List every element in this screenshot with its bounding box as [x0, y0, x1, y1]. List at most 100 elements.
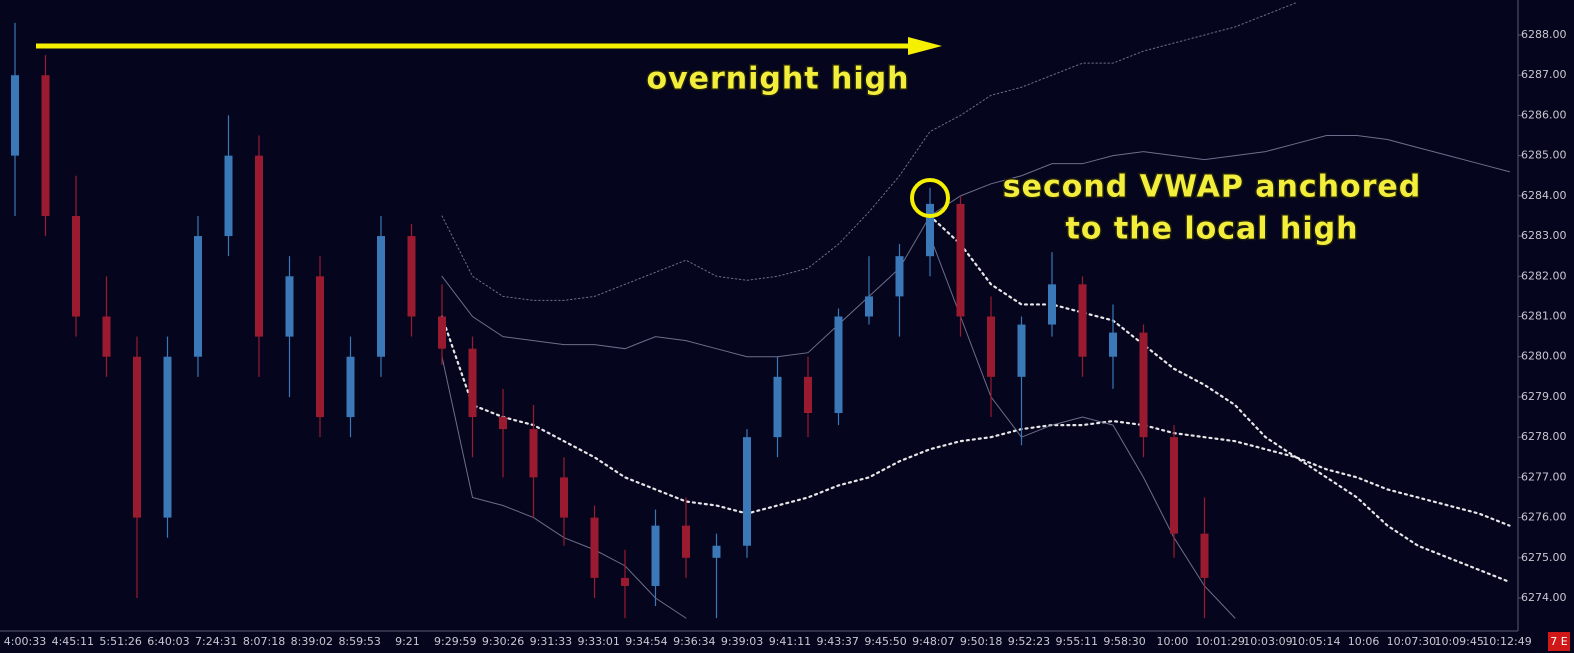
x-tick-label: 10:12:49 [1482, 635, 1531, 648]
candle-body [438, 316, 446, 349]
x-tick-label: 9:48:07 [912, 635, 954, 648]
y-tick-label: 6284.00 [1521, 189, 1567, 202]
x-tick-label: 9:52:23 [1008, 635, 1050, 648]
candle-body [926, 203, 934, 257]
candle-body [1078, 284, 1087, 357]
candle-body [1200, 533, 1209, 578]
y-tick-label: 6282.00 [1521, 269, 1567, 282]
corner-badge [1548, 632, 1570, 651]
x-tick-label: 9:45:50 [864, 635, 906, 648]
candle-body [682, 525, 690, 558]
candle-body [712, 545, 721, 558]
indicator-line [441, 135, 1510, 358]
candle-body [1139, 332, 1148, 438]
y-tick-label: 6286.00 [1521, 108, 1567, 121]
candle-body [377, 236, 385, 357]
x-tick-label: 10:03:09 [1243, 635, 1292, 648]
x-tick-label: 5:51:26 [99, 635, 141, 648]
candle-body [865, 296, 873, 317]
x-tick-label: 9:30:26 [482, 635, 524, 648]
x-tick-label: 9:43:37 [817, 635, 859, 648]
x-tick-label: 9:41:11 [769, 635, 811, 648]
candle-body [529, 429, 538, 478]
y-tick-label: 6285.00 [1521, 149, 1567, 162]
y-tick-label: 6274.00 [1521, 591, 1567, 604]
indicator-line [440, 315, 1511, 527]
x-tick-label: 8:39:02 [291, 635, 333, 648]
candle-body [41, 75, 50, 216]
x-tick-label: 10:05:14 [1291, 635, 1340, 648]
candle-body [651, 525, 660, 586]
candle-body [407, 236, 416, 317]
candle-body [1109, 332, 1117, 357]
y-tick-label: 6278.00 [1521, 430, 1567, 443]
x-tick-label: 9:29:59 [434, 635, 476, 648]
candle-body [590, 517, 599, 578]
arrow-head [908, 37, 942, 55]
y-tick-label: 6276.00 [1521, 511, 1567, 524]
candle-body [743, 437, 751, 546]
candle-body [1017, 324, 1026, 377]
indicator-line [929, 235, 1236, 619]
x-tick-label: 9:50:18 [960, 635, 1002, 648]
x-tick-label: 9:55:11 [1056, 635, 1098, 648]
candle-body [621, 577, 629, 586]
annotation: overnight high [646, 62, 909, 97]
x-tick-label: 4:45:11 [52, 635, 94, 648]
candle-body [194, 236, 202, 357]
x-tick-label: 6:40:03 [147, 635, 189, 648]
indicator-line [928, 214, 1511, 584]
plot [11, 2, 1511, 619]
candle-body [499, 417, 507, 430]
candle-body [316, 276, 324, 418]
candle-body [72, 215, 80, 317]
highlight-circle [910, 178, 950, 218]
candle-body [163, 356, 172, 518]
y-tick-label: 6277.00 [1521, 470, 1567, 483]
candle-body [560, 477, 568, 518]
candle-body [773, 376, 782, 438]
x-tick-label: 10:09:45 [1434, 635, 1483, 648]
candle-body [895, 256, 904, 297]
candle-body [956, 203, 965, 317]
candle-body [1170, 437, 1178, 534]
x-tick-label: 4:00:33 [4, 635, 46, 648]
y-tick-label: 6283.00 [1521, 229, 1567, 242]
x-tick-label: 10:00 [1157, 635, 1189, 648]
y-tick-label: 6279.00 [1521, 390, 1567, 403]
x-tick-label: 9:33:01 [577, 635, 619, 648]
x-tick-label: 9:39:03 [721, 635, 763, 648]
annotation: to the local high [1065, 212, 1358, 247]
candle-body [224, 155, 233, 237]
candle-body [285, 276, 294, 337]
x-tick-label: 10:06 [1348, 635, 1380, 648]
y-tick-label: 6275.00 [1521, 551, 1567, 564]
x-tick-label: 7:24:31 [195, 635, 237, 648]
candle-body [834, 316, 843, 414]
y-tick-label: 6287.00 [1521, 68, 1567, 81]
y-tick-label: 6281.00 [1521, 310, 1567, 323]
candle-body [133, 356, 141, 518]
candle-body [468, 348, 477, 418]
candle-body [987, 316, 995, 377]
candle-body [11, 75, 19, 156]
indicator-line [441, 2, 1297, 301]
x-tick-label: 9:21 [395, 635, 420, 648]
x-tick-label: 8:59:53 [338, 635, 380, 648]
x-tick-label: 9:34:54 [625, 635, 667, 648]
corner-label: 7 E [1550, 635, 1567, 648]
x-tick-label: 8:07:18 [243, 635, 285, 648]
y-tick-label: 6288.00 [1521, 28, 1567, 41]
candle-body [102, 316, 111, 357]
annotation: second VWAP anchored [1003, 170, 1421, 205]
x-tick-label: 10:07:30 [1387, 635, 1436, 648]
x-tick-label: 9:31:33 [530, 635, 572, 648]
x-tick-label: 10:01:29 [1195, 635, 1244, 648]
x-tick-label: 9:58:30 [1103, 635, 1145, 648]
candle-body [1048, 284, 1056, 325]
candle-body [255, 155, 263, 337]
y-tick-label: 6280.00 [1521, 350, 1567, 363]
candle-body [804, 376, 812, 414]
